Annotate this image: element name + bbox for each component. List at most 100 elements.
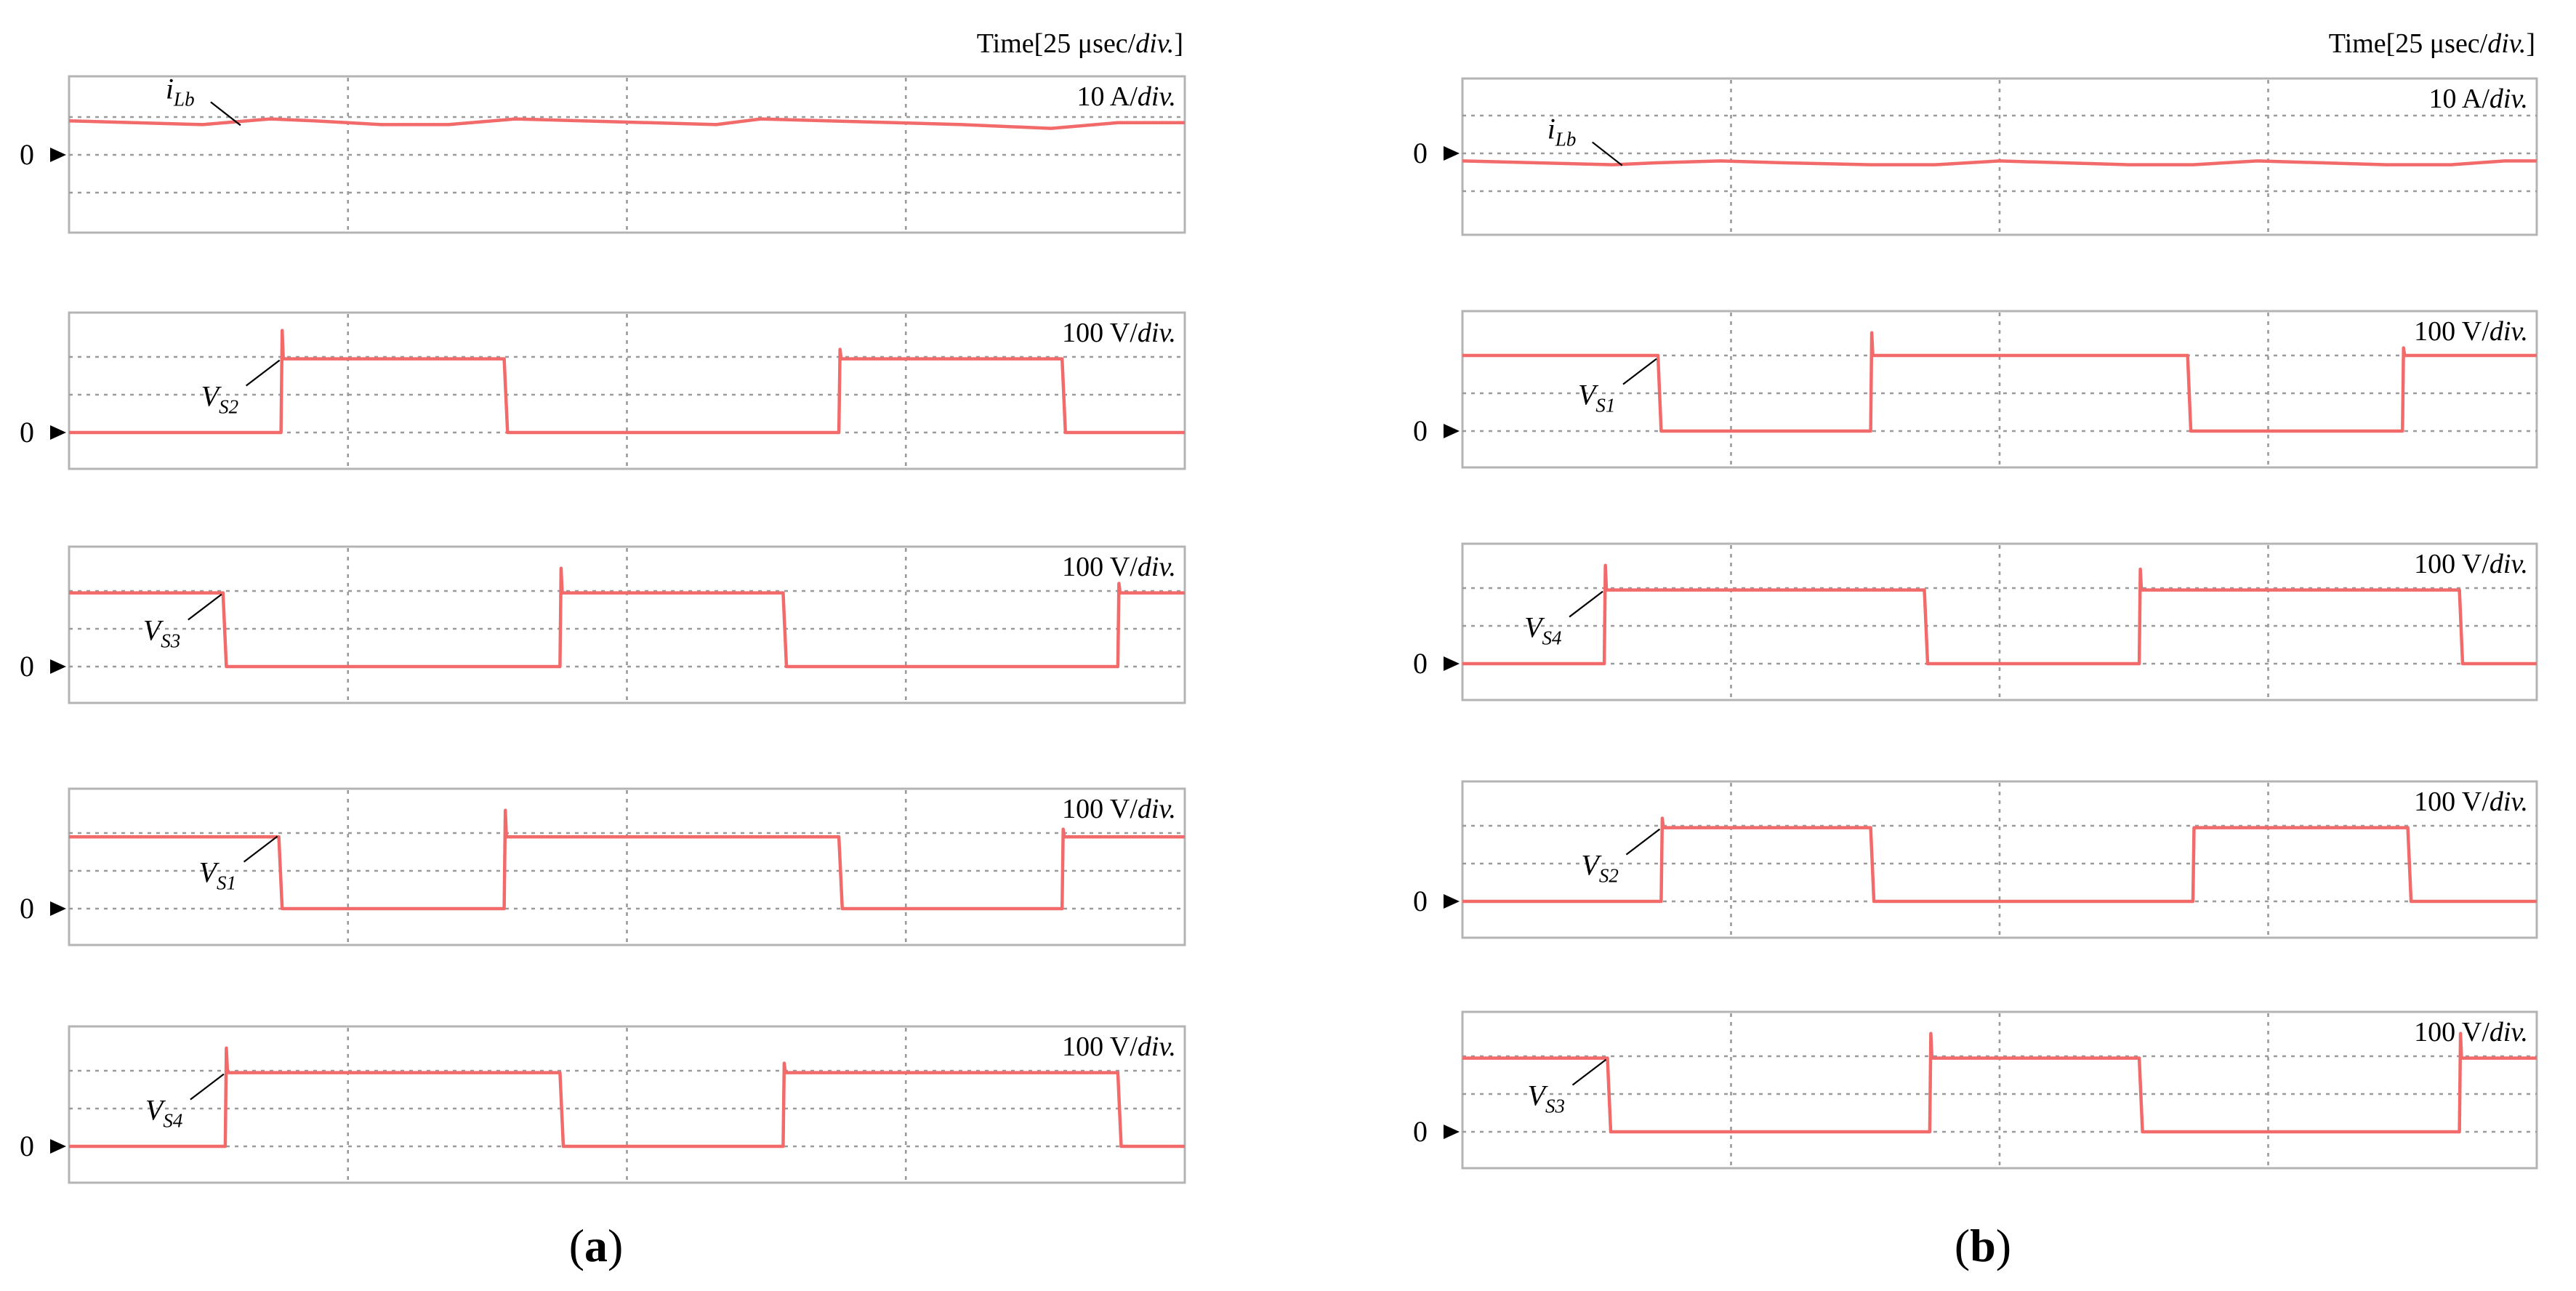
signal-leader-line — [1622, 358, 1657, 385]
signal-leader-line — [190, 1073, 225, 1101]
signal-trace — [68, 117, 1185, 130]
time-scale-unit: div. — [2487, 28, 2526, 59]
signal-leader-line — [1592, 141, 1623, 166]
scale-value: 100 V/ — [2414, 316, 2490, 347]
signal-subscript: Lb — [1555, 129, 1577, 150]
signal-trace — [1462, 1031, 2537, 1134]
figure-b: Time[25 μsec/div.] 0 10 A/div. iLb 0 100 V/di… — [1413, 28, 2538, 1271]
scale-value: 10 A/ — [2428, 84, 2490, 114]
signal-symbol: i — [166, 72, 174, 105]
time-scale-unit: div. — [1135, 28, 1174, 59]
time-scale-label: Time[25 μsec/div.] — [2329, 28, 2535, 59]
panel-frame — [1461, 310, 2538, 469]
signal-leader-line — [245, 359, 281, 387]
vertical-scale-label: 100 V/div. — [2414, 1017, 2528, 1047]
vertical-scale-label: 10 A/div. — [2428, 84, 2528, 114]
vertical-scale-label: 100 V/div. — [1062, 318, 1176, 348]
signal-subscript: S1 — [217, 872, 236, 894]
scale-value: 10 A/ — [1076, 81, 1138, 112]
caption-letter: a — [584, 1220, 608, 1271]
panel-frame — [1461, 780, 2538, 939]
signal-subscript: S2 — [219, 396, 238, 418]
signal-leader-line — [243, 835, 278, 863]
signal-symbol: V — [1528, 1079, 1549, 1112]
waveform-panel: 0 100 V/div. VS4 — [20, 1025, 1186, 1184]
zero-marker-icon — [50, 148, 66, 162]
waveform-panel: 0 100 V/div. VS3 — [1413, 1010, 2538, 1170]
zero-marker-icon — [1444, 424, 1460, 438]
panel-frame — [68, 787, 1186, 946]
signal-symbol: V — [1578, 379, 1599, 411]
scale-unit: div. — [1138, 1031, 1176, 1062]
panel-frame — [1461, 542, 2538, 701]
signal-symbol: i — [1547, 113, 1555, 145]
panel-frame — [68, 311, 1186, 470]
signal-leader-line — [188, 593, 222, 621]
signal-symbol: V — [199, 856, 220, 889]
zero-level-label: 0 — [1413, 647, 1428, 680]
scale-value: 100 V/ — [2414, 549, 2490, 579]
signal-trace — [69, 808, 1185, 911]
signal-subscript: S3 — [1545, 1095, 1565, 1117]
scale-unit: div. — [2490, 316, 2528, 347]
signal-leader-line — [1571, 1058, 1607, 1086]
signal-trace — [1462, 563, 2537, 666]
signal-name-label: VS3 — [143, 614, 180, 652]
scale-value: 100 V/ — [1062, 1031, 1138, 1062]
signal-trace — [69, 566, 1185, 669]
signal-leader-line — [210, 101, 241, 126]
time-scale-label: Time[25 μsec/div.] — [977, 28, 1183, 59]
vertical-scale-label: 100 V/div. — [1062, 1031, 1176, 1062]
signal-trace — [1462, 816, 2537, 904]
waveform-panel: 0 100 V/div. VS2 — [20, 311, 1186, 470]
zero-marker-icon — [1444, 894, 1460, 909]
signal-trace — [69, 1046, 1185, 1149]
waveform-panel: 0 100 V/div. VS2 — [1413, 780, 2538, 939]
vertical-scale-label: 100 V/div. — [2414, 549, 2528, 579]
vertical-scale-label: 100 V/div. — [2414, 787, 2528, 817]
zero-marker-icon — [50, 901, 66, 916]
zero-marker-icon — [1444, 146, 1460, 161]
panel-frame — [68, 1025, 1186, 1184]
scale-unit: div. — [2490, 787, 2528, 817]
scale-unit: div. — [1138, 81, 1176, 112]
zero-level-label: 0 — [20, 138, 34, 171]
scale-unit: div. — [2490, 549, 2528, 579]
zero-level-label: 0 — [20, 892, 34, 925]
figure-caption: (a) — [569, 1220, 624, 1271]
scale-value: 100 V/ — [1062, 552, 1138, 582]
waveform-panel: 0 100 V/div. VS1 — [20, 787, 1186, 946]
waveform-panel: 0 10 A/div. iLb — [1413, 77, 2538, 236]
caption-letter: b — [1970, 1220, 1996, 1271]
signal-name-label: VS4 — [145, 1094, 182, 1132]
signal-trace — [1462, 331, 2537, 433]
signal-symbol: V — [143, 614, 164, 647]
scale-unit: div. — [2490, 84, 2528, 114]
zero-level-label: 0 — [20, 416, 34, 449]
caption-close: ) — [1996, 1220, 2011, 1271]
signal-symbol: V — [1581, 849, 1602, 882]
zero-level-label: 0 — [1413, 137, 1428, 169]
signal-subscript: Lb — [173, 88, 195, 110]
panel-frame — [68, 545, 1186, 704]
time-scale-suffix: ] — [2526, 28, 2535, 59]
zero-marker-icon — [1444, 656, 1460, 671]
waveform-panel: 0 10 A/div. iLb — [20, 72, 1186, 234]
panel-frame — [1461, 1010, 2538, 1170]
signal-subscript: S2 — [1599, 865, 1619, 887]
caption-open: ( — [569, 1220, 584, 1271]
signal-subscript: S4 — [163, 1110, 182, 1132]
signal-subscript: S3 — [161, 630, 180, 652]
signal-name-label: VS3 — [1528, 1079, 1565, 1117]
waveform-panel: 0 100 V/div. VS3 — [20, 545, 1186, 704]
zero-level-label: 0 — [20, 1130, 34, 1162]
time-scale-suffix: ] — [1174, 28, 1183, 59]
signal-subscript: S4 — [1542, 627, 1562, 649]
zero-level-label: 0 — [20, 650, 34, 683]
signal-leader-line — [1569, 590, 1603, 618]
scale-unit: div. — [2490, 1017, 2528, 1047]
zero-level-label: 0 — [1413, 885, 1428, 917]
signal-trace — [69, 329, 1185, 435]
signal-name-label: iLb — [166, 72, 195, 110]
panel-frame — [1461, 77, 2538, 236]
